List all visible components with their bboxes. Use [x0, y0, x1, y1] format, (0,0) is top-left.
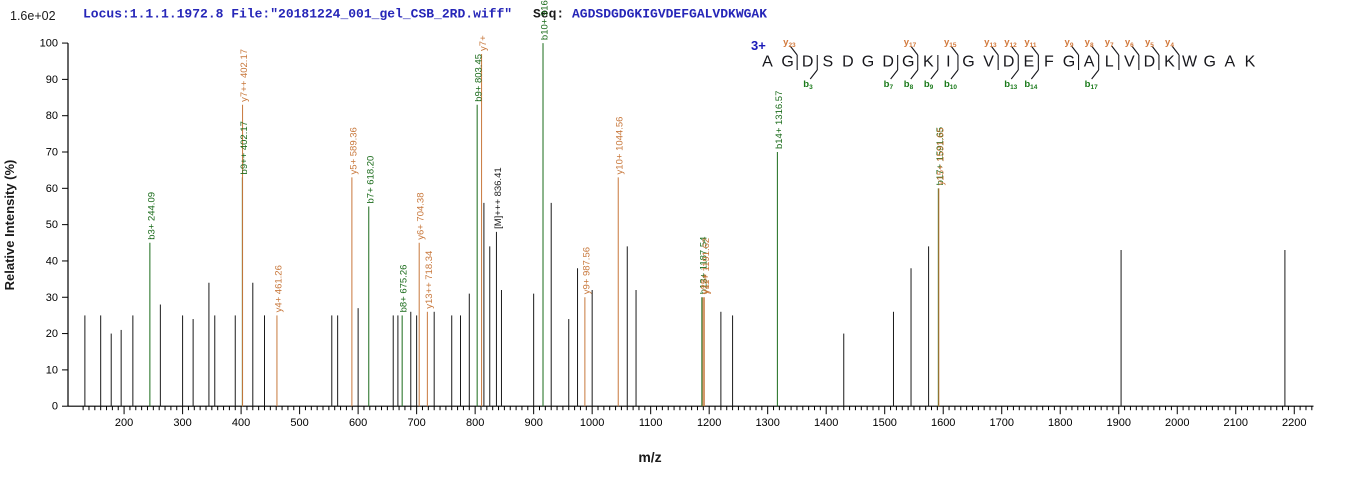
- svg-text:I: I: [946, 54, 950, 71]
- svg-text:60: 60: [46, 183, 58, 195]
- svg-text:A: A: [1224, 54, 1235, 71]
- svg-text:2100: 2100: [1224, 417, 1248, 429]
- svg-text:400: 400: [232, 417, 250, 429]
- svg-text:y7+: y7+: [478, 35, 489, 51]
- svg-text:b14+ 1316.57: b14+ 1316.57: [774, 91, 785, 149]
- svg-text:y6+ 704.38: y6+ 704.38: [416, 193, 427, 240]
- svg-text:1000: 1000: [580, 417, 604, 429]
- svg-text:K: K: [1245, 54, 1256, 71]
- svg-text:20: 20: [46, 328, 58, 340]
- svg-text:L: L: [1105, 54, 1114, 71]
- svg-text:AGDSDGDGKIGVDEFGALVDKWGAK: AGDSDGDGKIGVDEFGALVDKWGAK: [572, 7, 767, 22]
- svg-text:1200: 1200: [697, 417, 721, 429]
- svg-text:K: K: [923, 54, 934, 71]
- svg-text:Locus:1.1.1.1972.8 File:"20181: Locus:1.1.1.1972.8 File:"20181224_001_ge…: [83, 7, 512, 22]
- svg-text:3+: 3+: [751, 38, 766, 53]
- svg-text:70: 70: [46, 147, 58, 159]
- svg-text:500: 500: [290, 417, 308, 429]
- svg-text:600: 600: [349, 417, 367, 429]
- svg-text:1500: 1500: [872, 417, 896, 429]
- svg-text:V: V: [983, 54, 994, 71]
- svg-text:G: G: [1203, 54, 1215, 71]
- svg-text:G: G: [1063, 54, 1075, 71]
- svg-text:1600: 1600: [931, 417, 955, 429]
- svg-text:y5+ 589.36: y5+ 589.36: [348, 127, 359, 174]
- svg-text:b3+ 244.09: b3+ 244.09: [146, 192, 157, 240]
- svg-text:2200: 2200: [1282, 417, 1306, 429]
- svg-text:1.6e+02: 1.6e+02: [10, 9, 56, 23]
- svg-text:90: 90: [46, 74, 58, 86]
- svg-text:y7++ 402.17: y7++ 402.17: [239, 49, 250, 102]
- svg-text:D: D: [1003, 54, 1015, 71]
- svg-text:1400: 1400: [814, 417, 838, 429]
- svg-text:D: D: [842, 54, 854, 71]
- svg-text:1900: 1900: [1106, 417, 1130, 429]
- svg-text:40: 40: [46, 255, 58, 267]
- svg-text:200: 200: [115, 417, 133, 429]
- svg-text:b10+ 916.6: b10+ 916.6: [540, 0, 551, 40]
- svg-text:W: W: [1182, 54, 1198, 71]
- svg-text:A: A: [1084, 54, 1095, 71]
- svg-text:y13++ 718.34: y13++ 718.34: [424, 251, 435, 309]
- svg-text:D: D: [802, 54, 814, 71]
- svg-text:y11+ 1191.62: y11+ 1191.62: [701, 238, 712, 294]
- svg-text:10: 10: [46, 364, 58, 376]
- svg-text:80: 80: [46, 110, 58, 122]
- svg-text:F: F: [1044, 54, 1054, 71]
- svg-text:V: V: [1124, 54, 1135, 71]
- svg-text:G: G: [862, 54, 874, 71]
- svg-text:50: 50: [46, 219, 58, 231]
- svg-text:G: G: [902, 54, 914, 71]
- svg-text:800: 800: [466, 417, 484, 429]
- svg-text:D: D: [882, 54, 894, 71]
- svg-text:b9++ 402.17: b9++ 402.17: [239, 121, 250, 174]
- svg-text:y4+ 461.26: y4+ 461.26: [273, 265, 284, 312]
- svg-text:Relative Intensity (%): Relative Intensity (%): [2, 160, 17, 291]
- svg-text:b7+ 618.20: b7+ 618.20: [365, 156, 376, 204]
- svg-text:1700: 1700: [989, 417, 1013, 429]
- svg-text:1300: 1300: [755, 417, 779, 429]
- svg-text:G: G: [962, 54, 974, 71]
- svg-text:y15+ 1591.65: y15+ 1591.65: [935, 127, 946, 185]
- svg-text:300: 300: [173, 417, 191, 429]
- svg-text:K: K: [1164, 54, 1175, 71]
- svg-text:100: 100: [40, 38, 58, 50]
- svg-text:900: 900: [524, 417, 542, 429]
- svg-text:1800: 1800: [1048, 417, 1072, 429]
- svg-text:S: S: [822, 54, 833, 71]
- svg-text:m/z: m/z: [638, 449, 661, 465]
- svg-text:D: D: [1144, 54, 1156, 71]
- svg-text:0: 0: [52, 401, 58, 413]
- svg-text:30: 30: [46, 292, 58, 304]
- svg-text:y10+ 1044.56: y10+ 1044.56: [615, 117, 626, 175]
- svg-text:2000: 2000: [1165, 417, 1189, 429]
- svg-text:G: G: [781, 54, 793, 71]
- svg-text:b8+ 675.26: b8+ 675.26: [399, 265, 410, 313]
- svg-text:[M]+++ 836.41: [M]+++ 836.41: [493, 167, 504, 229]
- svg-text:b9+ 803.45: b9+ 803.45: [474, 54, 485, 102]
- svg-text:E: E: [1023, 54, 1034, 71]
- svg-text:1100: 1100: [639, 417, 663, 429]
- svg-text:700: 700: [407, 417, 425, 429]
- svg-text:y9+ 987.56: y9+ 987.56: [581, 247, 592, 294]
- svg-text:A: A: [762, 54, 773, 71]
